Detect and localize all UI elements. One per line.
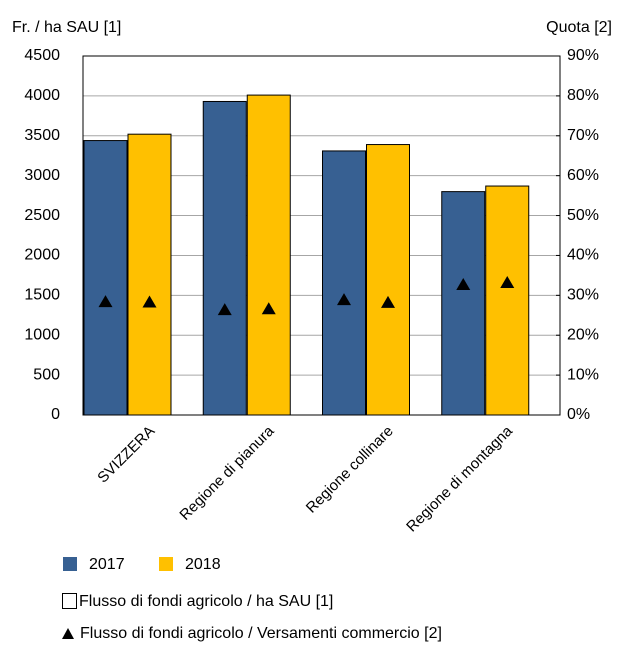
y-tick-label: 3000 xyxy=(24,167,60,184)
legend-label: Flusso di fondi agricolo / ha SAU [1] xyxy=(79,593,333,610)
share-marker xyxy=(381,295,395,308)
y2-tick-label: 70% xyxy=(567,127,599,144)
y-tick-label: 4500 xyxy=(24,47,60,64)
share-marker xyxy=(217,303,232,316)
x-tick-label: Regione collinare xyxy=(303,423,397,517)
y2-tick-label: 20% xyxy=(567,326,599,343)
bar xyxy=(485,185,530,416)
bar xyxy=(441,191,486,416)
bar xyxy=(366,144,410,416)
y2-tick-label: 80% xyxy=(567,87,599,104)
y-tick-label: 1500 xyxy=(24,287,60,304)
legend-marker xyxy=(62,628,74,639)
share-marker xyxy=(142,295,157,308)
share-marker xyxy=(337,293,351,306)
bar xyxy=(127,133,172,416)
legend-box xyxy=(62,593,77,609)
y-tick-label: 3500 xyxy=(24,127,60,144)
y2-axis-label: Quota [2] xyxy=(546,19,612,36)
bar xyxy=(322,150,366,416)
legend-swatch xyxy=(159,557,173,571)
share-marker xyxy=(456,277,471,290)
x-tick-label: Regione di pianura xyxy=(176,422,278,524)
share-marker xyxy=(261,302,276,315)
y2-tick-label: 0% xyxy=(567,406,590,423)
y2-tick-label: 40% xyxy=(567,247,599,264)
legend-label: Flusso di fondi agricolo / Versamenti co… xyxy=(80,625,442,642)
legend-swatch xyxy=(63,557,77,571)
y-tick-label: 4000 xyxy=(24,87,60,104)
y-tick-label: 1000 xyxy=(24,326,60,343)
x-tick-label: Regione di montagna xyxy=(403,422,516,535)
bar xyxy=(202,100,247,416)
y2-tick-label: 10% xyxy=(567,366,599,383)
y-tick-label: 2500 xyxy=(24,207,60,224)
plot-frame xyxy=(82,55,561,416)
y2-tick-label: 90% xyxy=(567,47,599,64)
y2-tick-label: 50% xyxy=(567,207,599,224)
share-marker xyxy=(500,275,515,288)
bar xyxy=(83,140,128,416)
y-axis-label: Fr. / ha SAU [1] xyxy=(12,19,121,36)
y-tick-label: 0 xyxy=(51,406,60,423)
x-tick-label: SVIZZERA xyxy=(94,423,158,487)
share-marker xyxy=(98,295,113,308)
legend-label: 2018 xyxy=(185,556,221,573)
y2-tick-label: 30% xyxy=(567,287,599,304)
y-tick-label: 500 xyxy=(33,366,60,383)
bar xyxy=(246,94,291,416)
legend-label: 2017 xyxy=(89,556,125,573)
y2-tick-label: 60% xyxy=(567,167,599,184)
y-tick-label: 2000 xyxy=(24,247,60,264)
